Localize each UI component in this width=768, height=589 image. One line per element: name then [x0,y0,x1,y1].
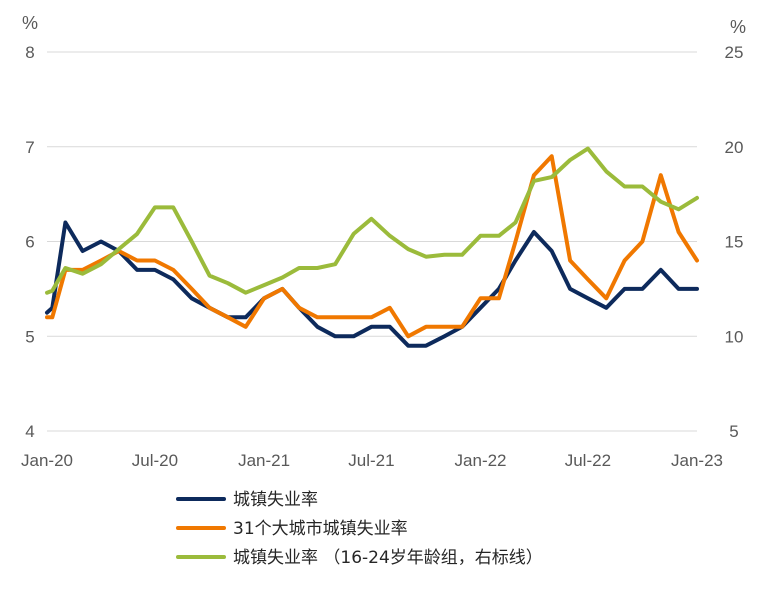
x-tick-label: Jul-21 [348,451,394,470]
left-y-tick-label: 4 [25,422,34,441]
legend: 城镇失业率 31个大城市城镇失业率 城镇失业率 （16-24岁年龄组，右标线） [176,490,543,568]
plot-area [45,146,699,348]
right-y-tick-label: 20 [725,138,744,157]
right-y-tick-label: 15 [725,233,744,252]
series-line-2 [45,154,699,339]
x-tick-label: Jan-21 [238,451,290,470]
legend-label: 城镇失业率 [233,490,318,510]
legend-item: 城镇失业率 （16-24岁年龄组，右标线） [176,548,543,568]
x-tick-label: Jan-23 [671,451,723,470]
x-tick-label: Jan-20 [21,451,73,470]
legend-item: 城镇失业率 [176,490,318,510]
legend-item: 31个大城市城镇失业率 [176,519,408,539]
left-y-tick-label: 6 [25,233,34,252]
left-axis-unit-label: % [22,13,38,33]
left-y-tick-label: 8 [25,43,34,62]
series-line-1 [45,220,699,348]
right-y-tick-label: 5 [729,422,738,441]
right-y-tick-label: 10 [725,327,744,346]
legend-label: 城镇失业率 （16-24岁年龄组，右标线） [233,548,543,568]
right-axis-unit-label: % [730,17,746,37]
gridlines [47,51,697,432]
x-tick-label: Jul-20 [132,451,178,470]
series-line-3 [45,146,699,295]
left-y-tick-label: 5 [25,327,34,346]
legend-label: 31个大城市城镇失业率 [233,519,408,539]
left-y-tick-label: 7 [25,138,34,157]
x-tick-label: Jan-22 [455,451,507,470]
x-tick-label: Jul-22 [565,451,611,470]
axes: % % 4 5 6 7 8 5 10 15 20 25 Jan-20 Jul-20 Jan-21 Jul-… [21,13,746,470]
right-y-tick-label: 25 [725,43,744,62]
